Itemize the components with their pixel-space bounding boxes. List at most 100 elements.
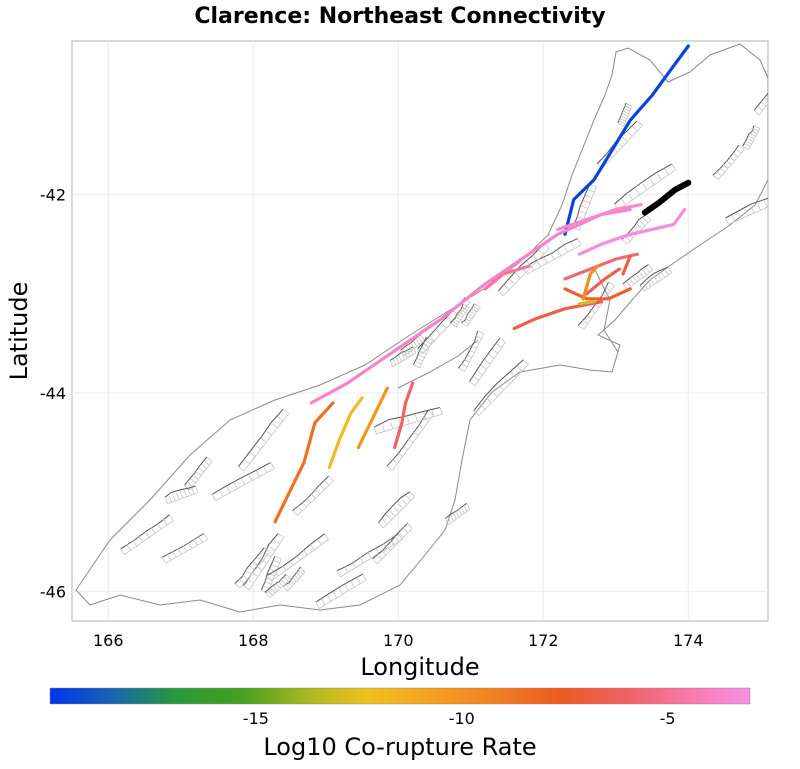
fault-trace — [211, 462, 271, 495]
fault-subsection — [725, 200, 768, 225]
fault-trace — [292, 475, 329, 511]
fault-subsection — [742, 125, 761, 150]
rupture-trace — [483, 264, 531, 291]
clarence-fault-trace — [641, 179, 692, 216]
rupture-trace — [563, 44, 690, 236]
fault-trace — [460, 303, 475, 324]
fault-subsection — [617, 102, 633, 127]
fault-subsection — [373, 407, 443, 435]
rupture-trace — [356, 386, 389, 450]
source-fault — [641, 179, 692, 216]
fault-subsection — [614, 163, 677, 211]
fault-trace — [264, 574, 287, 593]
x-axis-ticks: 166 168 170 172 174 — [93, 631, 704, 650]
fault-subsection — [336, 533, 403, 578]
rupture-trace — [327, 396, 364, 469]
fault-subsection — [243, 533, 285, 591]
x-tick-label: 168 — [238, 631, 269, 650]
colorbar-ticks: -15 -10 -5 — [243, 709, 676, 728]
background-faults — [120, 92, 768, 609]
plot-panel — [71, 40, 769, 622]
fault-subsection — [460, 303, 481, 327]
colorbar — [49, 687, 751, 705]
fault-trace — [617, 102, 627, 124]
fault-subsection — [753, 92, 768, 116]
fault-subsection — [413, 336, 433, 369]
rupture-trace — [556, 203, 643, 231]
x-tick-label: 166 — [93, 631, 124, 650]
fault-trace — [572, 183, 591, 228]
rupture-trace — [563, 287, 632, 301]
fault-trace — [386, 410, 429, 467]
fault-trace — [184, 456, 208, 486]
x-tick-label: 172 — [528, 631, 559, 650]
fault-trace — [372, 522, 409, 560]
fault-subsection — [120, 514, 174, 555]
fault-trace — [444, 502, 468, 519]
fault-subsection — [264, 574, 292, 598]
fault-trace — [120, 514, 170, 550]
fault-trace — [267, 533, 325, 576]
fault-trace — [577, 281, 609, 326]
fault-subsection — [372, 522, 413, 565]
y-tick-label: -42 — [40, 186, 66, 205]
colorbar-tick-label: -10 — [449, 709, 475, 728]
fault-trace — [234, 547, 265, 584]
fault-trace — [742, 125, 755, 147]
fault-trace — [753, 92, 768, 111]
y-axis-ticks: -42 -44 -46 — [40, 186, 66, 602]
rupture-trace — [512, 300, 603, 331]
fault-trace — [315, 573, 364, 603]
fault-subsection — [164, 485, 199, 504]
x-tick-label: 170 — [383, 631, 414, 650]
fault-subsection — [267, 533, 329, 582]
fault-subsection — [161, 533, 209, 564]
fault-trace — [639, 266, 668, 286]
colorbar-tick-label: -5 — [660, 709, 676, 728]
fault-subsection — [234, 547, 270, 589]
fault-subsection — [378, 491, 416, 529]
rupture-trace — [585, 267, 621, 296]
fault-subsection — [238, 408, 290, 472]
fault-trace — [260, 556, 276, 591]
rupture-trace — [621, 254, 632, 276]
x-tick-label: 174 — [673, 631, 704, 650]
fault-subsection — [315, 573, 367, 609]
fault-trace — [457, 330, 479, 369]
fault-subsection — [622, 264, 654, 290]
fault-subsection — [450, 303, 470, 328]
fault-subsection — [400, 334, 425, 357]
fault-trace — [614, 163, 673, 205]
fault-subsection — [444, 503, 471, 526]
fault-trace — [622, 264, 649, 285]
fault-trace — [389, 346, 414, 361]
fault-subsection — [184, 456, 213, 491]
fault-trace — [336, 533, 399, 572]
fault-trace — [712, 144, 740, 176]
x-axis-label: Longitude — [360, 653, 479, 681]
fault-trace — [237, 408, 284, 468]
colorbar-label: Log10 Co-rupture Rate — [263, 733, 536, 761]
fault-trace — [164, 485, 196, 498]
fault-subsection — [211, 462, 275, 501]
fault-trace — [373, 407, 441, 428]
fault-subsection — [473, 359, 529, 416]
rupture-trace — [581, 264, 600, 301]
y-axis-label: Latitude — [5, 282, 33, 381]
rupture-traces — [273, 44, 690, 524]
fault-trace — [523, 238, 578, 269]
fault-subsection — [639, 266, 673, 292]
fault-subsection — [458, 330, 485, 372]
fault-subsection — [712, 144, 745, 180]
fault-subsection — [292, 475, 334, 516]
rupture-trace — [563, 252, 640, 281]
rupture-trace — [577, 207, 687, 256]
fault-trace — [498, 243, 545, 292]
grid — [72, 41, 768, 621]
fault-trace — [161, 533, 205, 558]
rupture-trace — [577, 300, 596, 306]
fault-subsection — [498, 243, 550, 297]
fault-subsection — [282, 566, 306, 592]
colorbar-tick-label: -15 — [243, 709, 269, 728]
